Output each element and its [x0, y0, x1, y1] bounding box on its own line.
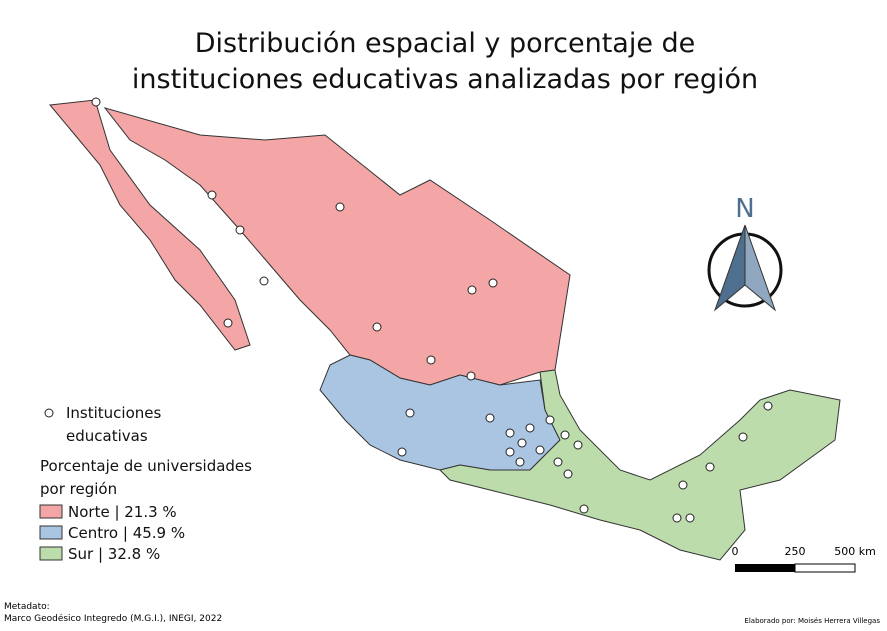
institution [207, 190, 217, 200]
title-line: Distribución espacial y porcentaje de [195, 28, 696, 59]
compass-needle [744, 224, 777, 312]
region-sur [439, 369, 841, 561]
metadata: Metadato: [4, 602, 50, 612]
legend-heading: Porcentaje de universidades [40, 457, 252, 475]
institution [517, 438, 527, 448]
scale-bar: 0 250 500 km [732, 545, 876, 573]
institution [738, 432, 748, 442]
institution [505, 428, 515, 438]
scale-label: 500 km [834, 545, 876, 558]
institutions [91, 97, 773, 523]
legend-text: Instituciones [66, 404, 162, 422]
scale-segment [794, 563, 856, 573]
institution [426, 355, 436, 365]
scale-label: 250 [785, 545, 806, 558]
institution [235, 225, 245, 235]
institution [525, 423, 535, 433]
institution [515, 457, 525, 467]
institution [672, 513, 682, 523]
institution [467, 285, 477, 295]
regions [49, 99, 841, 561]
institution [91, 97, 101, 107]
institution [505, 447, 515, 457]
institution [223, 318, 233, 328]
institution [466, 371, 476, 381]
institution [405, 408, 415, 418]
legend-swatch [39, 546, 63, 561]
institution [545, 415, 555, 425]
institution [685, 513, 695, 523]
institution [573, 440, 583, 450]
legend-label: Sur | 32.8 % [68, 545, 160, 563]
north-arrow: N [707, 194, 783, 312]
legend-text: educativas [66, 427, 148, 445]
scale-label: 0 [732, 545, 739, 558]
legend-label: Centro | 45.9 % [68, 524, 185, 542]
institution [397, 447, 407, 457]
legend-swatch [39, 525, 63, 540]
legend-swatch [39, 504, 63, 519]
institution [763, 401, 773, 411]
institution [579, 504, 589, 514]
institution [678, 480, 688, 490]
institution [259, 276, 269, 286]
institution [372, 322, 382, 332]
scale-segment [735, 564, 795, 572]
legend: Instituciones educativas Porcentaje de u… [39, 404, 252, 563]
institution [553, 457, 563, 467]
institution [335, 202, 345, 212]
institution [485, 413, 495, 423]
title-line: instituciones educativas analizadas por … [132, 64, 758, 95]
institution [563, 469, 573, 479]
north-label: N [735, 194, 754, 224]
institution [560, 430, 570, 440]
institution [705, 462, 715, 472]
legend-marker [44, 408, 54, 418]
metadata: Marco Geodésico Integredo (M.G.I.), INEG… [4, 613, 222, 624]
institution [488, 278, 498, 288]
legend-heading: por región [40, 480, 117, 498]
credit: Elaborado por: Moisés Herrera Villegas [744, 617, 880, 625]
region-norte [49, 99, 251, 351]
institution [535, 445, 545, 455]
legend-label: Norte | 21.3 % [68, 503, 177, 521]
